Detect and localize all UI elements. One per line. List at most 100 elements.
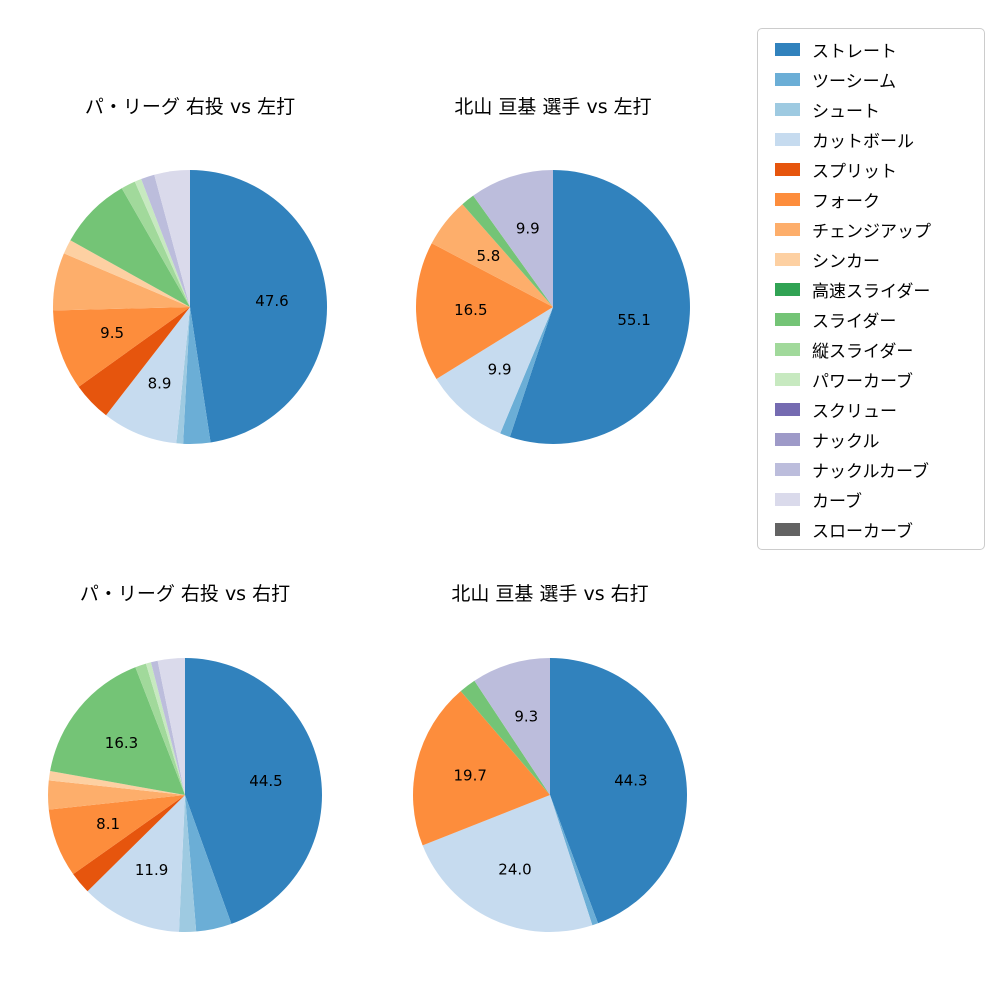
- legend-item: シンカー: [766, 244, 976, 274]
- pie-slice-label: 44.3: [614, 771, 647, 789]
- legend-swatch: [775, 462, 800, 476]
- pie-slice: [50, 667, 185, 795]
- pie-slice: [422, 795, 593, 932]
- pie-slice: [474, 658, 550, 795]
- pie-slice: [48, 771, 185, 795]
- legend-item: スプリット: [766, 154, 976, 184]
- pie-slice: [154, 170, 190, 307]
- pie-slice: [185, 795, 232, 932]
- legend-swatch: [775, 72, 800, 86]
- pie-slice-label: 9.9: [488, 361, 512, 379]
- pie-slice: [460, 680, 550, 795]
- legend: ストレートツーシームシュートカットボール スプリットフォークチェンジアップ シンカー…: [757, 28, 985, 550]
- legend-item-label: パワーカーブ: [812, 371, 913, 392]
- pie-slice: [550, 658, 688, 924]
- legend-item-label: ツーシーム: [812, 71, 897, 92]
- pie-slice-label: 16.5: [454, 301, 487, 319]
- chart-title-kitayama-vs-right: 北山 亘基 選手 vs 右打: [451, 583, 649, 605]
- legend-item-label: 高速スライダー: [812, 281, 931, 302]
- pie-slice-label: 44.5: [249, 772, 282, 790]
- pie-slice-label: 9.3: [514, 707, 538, 725]
- pie-slice: [106, 307, 190, 444]
- pie-slice-label: 5.8: [476, 247, 500, 265]
- legend-item: チェンジアップ: [766, 214, 976, 244]
- legend-item: ナックル: [766, 424, 976, 454]
- legend-item: カーブ: [766, 484, 976, 514]
- legend-swatch: [775, 42, 800, 56]
- pie-slice: [185, 658, 323, 924]
- pie-slice: [415, 243, 553, 379]
- legend-item: フォーク: [766, 184, 976, 214]
- legend-item-label: 縦スライダー: [812, 341, 914, 362]
- pie-slice: [150, 660, 185, 795]
- legend-item-label: カットボール: [812, 131, 914, 152]
- pie-slice-label: 19.7: [453, 766, 486, 784]
- legend-item: スローカーブ: [766, 514, 976, 544]
- pie-slice: [183, 307, 211, 445]
- pie-slice: [412, 691, 550, 846]
- pie-slice: [500, 307, 553, 438]
- pie-slice: [121, 181, 190, 307]
- legend-item-label: ストレート: [812, 41, 897, 62]
- pie-slice: [473, 170, 553, 307]
- legend-item-label: スプリット: [812, 161, 897, 182]
- legend-item: 高速スライダー: [766, 274, 976, 304]
- legend-item-label: スライダー: [812, 311, 897, 332]
- legend-item-label: ナックルカーブ: [812, 461, 929, 482]
- chart-title-pacific-vs-left: パ・リーグ 右投 vs 左打: [84, 96, 296, 118]
- legend-item-label: シンカー: [812, 251, 880, 272]
- pie-slice-label: 24.0: [498, 860, 531, 878]
- chart-title-pacific-vs-right: パ・リーグ 右投 vs 右打: [79, 583, 291, 605]
- pie-slice: [47, 780, 186, 810]
- legend-item-label: フォーク: [812, 191, 880, 212]
- pie-slice: [178, 795, 197, 933]
- legend-item-label: シュート: [812, 101, 880, 122]
- pie-slice: [78, 307, 190, 416]
- pie-slice: [176, 307, 190, 444]
- pie-chart-kitayama-vs-left: 55.1 9.9 16.5 5.8 9.9: [415, 170, 690, 444]
- legend-swatch: [775, 102, 800, 116]
- pie-slice: [141, 174, 190, 307]
- pie-slice-label: 9.5: [100, 324, 124, 342]
- pie-slice-label: 55.1: [617, 311, 650, 329]
- pie-slice: [63, 240, 190, 307]
- pie-slice-label: 8.9: [148, 374, 172, 392]
- legend-swatch: [775, 162, 800, 176]
- pie-slice: [462, 195, 553, 307]
- legend-item: ツーシーム: [766, 64, 976, 94]
- legend-swatch: [775, 132, 800, 146]
- legend-item: 縦スライダー: [766, 334, 976, 364]
- pie-slice-label: 11.9: [135, 861, 168, 879]
- pie-slice: [134, 179, 190, 307]
- pie-slice: [190, 170, 328, 443]
- legend-swatch: [775, 312, 800, 326]
- legend-swatch: [775, 192, 800, 206]
- pie-slice: [431, 204, 553, 307]
- legend-item-label: スクリュー: [812, 401, 897, 422]
- pie-slice: [73, 795, 185, 892]
- legend-item-label: チェンジアップ: [812, 221, 931, 242]
- pie-chart-pacific-vs-right: 44.5 11.9 8.1 16.3: [47, 658, 323, 933]
- pie-slice-label: 9.9: [516, 220, 540, 238]
- pie-slice: [70, 188, 190, 307]
- pie-slice-label: 47.6: [255, 292, 288, 310]
- pie-slice: [550, 795, 599, 926]
- legend-swatch: [775, 522, 800, 536]
- legend-rows: ストレートツーシームシュートカットボール スプリットフォークチェンジアップ シンカー…: [766, 34, 976, 544]
- pie-slice: [157, 658, 185, 795]
- chart-title-kitayama-vs-left: 北山 亘基 選手 vs 左打: [454, 96, 652, 118]
- legend-item: カットボール: [766, 124, 976, 154]
- pie-slice-label: 8.1: [96, 815, 120, 833]
- pie-slice-label: 16.3: [105, 734, 138, 752]
- pie-chart-kitayama-vs-right: 44.3 24.0 19.7 9.3: [412, 658, 688, 932]
- pie-slice: [509, 170, 690, 444]
- legend-swatch: [775, 432, 800, 446]
- legend-item: シュート: [766, 94, 976, 124]
- legend-swatch: [775, 252, 800, 266]
- pie-slice: [145, 662, 185, 795]
- pie-slice: [135, 663, 185, 795]
- legend-swatch: [775, 222, 800, 236]
- legend-item: ナックルカーブ: [766, 454, 976, 484]
- legend-swatch: [775, 282, 800, 296]
- legend-swatch: [775, 372, 800, 386]
